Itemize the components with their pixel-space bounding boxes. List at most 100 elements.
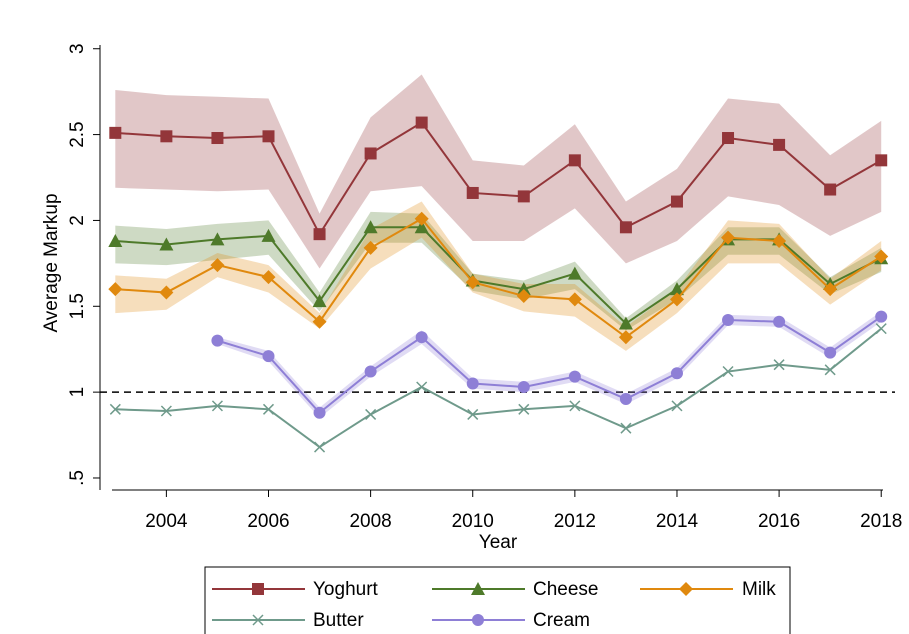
x-tick-label: 2008: [349, 511, 391, 532]
marker: [773, 359, 785, 371]
marker: [518, 403, 530, 415]
y-tick-label: 1: [67, 387, 88, 398]
marker: [415, 331, 428, 344]
marker: [669, 292, 684, 307]
legend-label: Butter: [313, 610, 364, 631]
marker: [416, 381, 428, 393]
marker: [211, 334, 224, 347]
marker: [874, 249, 889, 264]
marker: [875, 310, 888, 323]
y-axis-label: Average Markup: [41, 193, 62, 332]
marker: [465, 275, 480, 290]
x-tick-label: 2016: [758, 511, 800, 532]
marker: [365, 408, 377, 420]
marker: [824, 364, 836, 376]
marker: [160, 405, 172, 417]
legend-label: Cream: [533, 610, 590, 631]
marker: [569, 400, 581, 412]
x-axis-label: Year: [479, 532, 518, 553]
y-tick-label: 2.5: [67, 121, 88, 147]
legend-box: [204, 566, 791, 634]
marker: [364, 147, 377, 160]
marker: [619, 221, 632, 234]
marker: [160, 130, 173, 143]
marker: [262, 350, 275, 363]
confidence-band: [115, 201, 882, 351]
series-line: [115, 217, 882, 339]
marker: [620, 422, 632, 434]
marker: [669, 282, 684, 296]
marker: [364, 365, 377, 378]
x-tick-label: 2014: [656, 511, 699, 532]
marker: [721, 230, 736, 245]
marker: [211, 132, 224, 145]
x-tick-label: 2006: [247, 511, 289, 532]
legend-label: Yoghurt: [313, 579, 379, 600]
series-line: [115, 327, 882, 449]
x-tick-label: 2012: [554, 511, 596, 532]
marker: [314, 441, 326, 453]
y-tick-label: 3: [67, 43, 88, 54]
marker: [312, 294, 327, 308]
marker: [262, 403, 275, 415]
marker: [210, 258, 225, 273]
marker: [517, 190, 530, 203]
marker: [313, 228, 326, 241]
legend-marker: [679, 582, 693, 596]
marker: [568, 154, 581, 167]
marker: [722, 365, 734, 378]
series-line: [217, 315, 882, 415]
confidence-band: [217, 311, 882, 418]
marker: [262, 130, 275, 143]
marker: [773, 138, 786, 151]
x-tick-label: 2010: [452, 511, 494, 532]
marker: [618, 330, 633, 345]
marker: [466, 377, 479, 390]
marker: [824, 183, 837, 196]
marker: [619, 393, 632, 405]
marker: [670, 195, 683, 208]
series-line: [115, 121, 882, 237]
marker: [415, 116, 428, 129]
marker: [568, 370, 581, 383]
marker: [108, 282, 123, 297]
marker: [261, 228, 276, 242]
marker: [567, 292, 582, 307]
marker: [670, 367, 683, 380]
marker: [517, 380, 530, 393]
x-tick-label: 2004: [145, 511, 188, 532]
marker: [108, 234, 123, 248]
marker: [671, 400, 683, 412]
legend-marker: [471, 582, 485, 595]
legend-marker: [252, 614, 264, 626]
marker: [722, 132, 735, 145]
marker: [109, 126, 122, 139]
marker: [823, 282, 838, 297]
marker: [466, 186, 479, 199]
y-tick-label: 1.5: [67, 293, 88, 319]
marker: [414, 211, 429, 226]
y-tick-label: 2: [67, 215, 88, 226]
marker: [363, 220, 378, 234]
marker: [363, 240, 378, 255]
marker: [516, 282, 531, 296]
marker: [109, 403, 121, 415]
marker: [261, 270, 276, 285]
marker: [875, 154, 888, 167]
marker: [772, 234, 787, 249]
marker: [313, 406, 326, 419]
marker: [773, 315, 786, 328]
marker: [312, 314, 327, 329]
legend-label: Cheese: [533, 579, 599, 600]
marker: [824, 346, 837, 359]
legend-label: Milk: [742, 579, 776, 600]
marker: [414, 220, 429, 234]
marker: [567, 266, 582, 280]
marker: [516, 288, 531, 303]
legend-marker: [252, 583, 264, 595]
marker: [722, 314, 735, 327]
legend-marker: [472, 614, 484, 626]
marker: [210, 232, 225, 246]
